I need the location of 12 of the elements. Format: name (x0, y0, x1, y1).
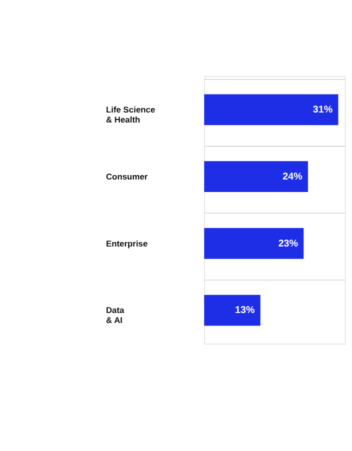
y-tick-label: Enterprise (106, 238, 148, 248)
y-tick-label: Data & AI (106, 305, 125, 325)
data-label: 23% (278, 238, 298, 250)
bar (204, 94, 338, 126)
y-tick-label: Life Science & Health (106, 104, 156, 124)
bar (204, 294, 260, 326)
y-tick-label: Consumer (106, 171, 148, 182)
bar (204, 228, 304, 259)
bar (204, 161, 308, 192)
data-label: 24% (282, 171, 303, 182)
data-label: 13% (235, 305, 256, 316)
data-label: 31% (312, 104, 333, 116)
